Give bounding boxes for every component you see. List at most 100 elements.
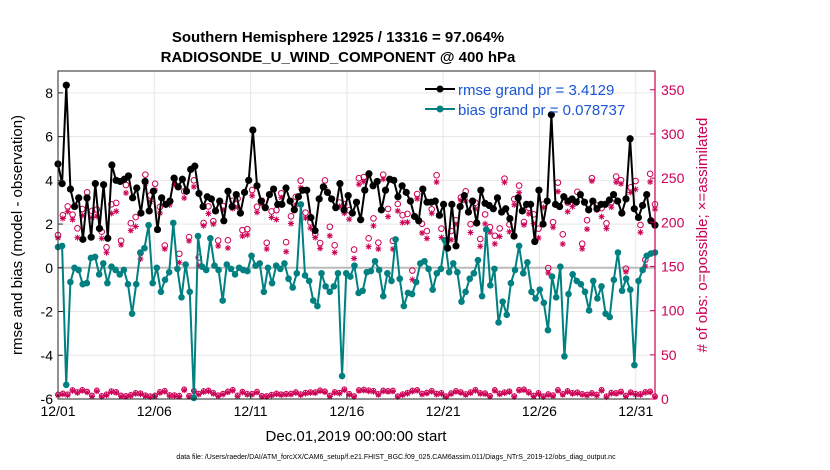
obs-assimilated-marker: [525, 210, 532, 217]
rmse-point: [100, 181, 108, 189]
bias-point: [347, 273, 354, 280]
bias-point: [244, 267, 251, 275]
rmse-point: [278, 200, 286, 208]
bias-point: [268, 279, 276, 287]
rmse-point: [307, 213, 315, 222]
bias-point: [326, 288, 334, 296]
bias-point: [557, 263, 564, 271]
rmse-point: [435, 211, 444, 219]
obs-assimilated-marker: [520, 387, 527, 394]
rmse-point: [489, 205, 497, 213]
obs-assimilated-marker: [351, 255, 358, 262]
obs-assimilated-marker: [234, 393, 241, 400]
obs-assimilated-marker: [161, 245, 168, 252]
rmse-point: [158, 194, 166, 202]
bias-point: [145, 221, 152, 229]
bias-point: [124, 280, 132, 288]
bias-point: [260, 288, 268, 296]
bias-point: [511, 266, 519, 274]
obs-possible-marker: [370, 215, 377, 222]
obs-assimilated-marker: [113, 389, 120, 396]
bias-point: [614, 249, 622, 256]
rmse-point: [62, 81, 70, 89]
rmse-point: [323, 188, 332, 196]
obs-assimilated-marker: [287, 391, 294, 398]
bias-point: [412, 278, 420, 286]
legend-rmse-label: rmse grand pr = 3.4129: [458, 82, 614, 99]
obs-assimilated-marker: [399, 219, 406, 226]
bias-point: [190, 394, 198, 402]
rmse-point: [332, 204, 340, 212]
obs-assimilated-marker: [404, 219, 411, 226]
bias-point: [507, 279, 515, 287]
y2-tick-label: 300: [661, 126, 685, 142]
bias-point: [174, 265, 181, 273]
obs-possible-marker: [263, 239, 271, 247]
bias-point: [330, 283, 338, 290]
bias-point: [445, 268, 453, 276]
obs-assimilated-marker: [423, 235, 430, 242]
obs-assimilated-marker: [239, 233, 246, 240]
legend: rmse grand pr = 3.4129 bias grand pr = 0…: [425, 82, 625, 119]
bias-point: [606, 313, 614, 321]
obs-assimilated-marker: [292, 389, 299, 396]
x-tick-label: 12/06: [137, 403, 172, 419]
rmse-point: [170, 174, 178, 182]
rmse-point: [352, 198, 361, 206]
rmse-point: [224, 187, 232, 195]
obs-assimilated-marker: [588, 178, 595, 185]
obs-possible-marker: [151, 180, 159, 188]
bias-point: [400, 302, 408, 310]
obs-assimilated-marker: [559, 240, 566, 247]
y2-tick-label: 350: [661, 82, 685, 98]
bias-point: [91, 253, 99, 261]
obs-assimilated-marker: [419, 229, 426, 236]
rmse-point: [547, 111, 555, 119]
bias-point: [367, 267, 375, 275]
rmse-point: [609, 190, 618, 199]
obs-assimilated-marker: [598, 213, 605, 220]
obs-assimilated-marker: [224, 389, 231, 396]
obs-assimilated-marker: [200, 388, 207, 395]
bias-point: [112, 266, 119, 274]
obs-assimilated-marker: [588, 390, 595, 397]
bias-point: [277, 265, 284, 273]
obs-assimilated-marker: [511, 201, 518, 208]
y-axis-left: -6 -4 -2 0 2 4 6 8: [41, 85, 63, 407]
obs-assimilated-marker: [161, 388, 168, 395]
rmse-point: [477, 186, 485, 194]
bias-point: [421, 257, 428, 265]
bias-point: [462, 288, 469, 296]
bias-point: [120, 266, 128, 274]
obs-assimilated-marker: [550, 393, 557, 400]
rmse-point: [149, 187, 157, 195]
y-tick-label: -2: [41, 304, 54, 320]
bias-point: [248, 252, 255, 260]
obs-assimilated-marker: [273, 391, 280, 398]
bias-point: [540, 299, 548, 307]
obs-assimilated-marker: [603, 225, 610, 232]
bias-point: [474, 256, 482, 264]
obs-assimilated-marker: [190, 183, 197, 190]
bias-point: [598, 283, 605, 290]
obs-assimilated-marker: [448, 236, 455, 243]
rmse-point: [199, 202, 207, 211]
rmse-point: [373, 177, 381, 186]
bias-point: [589, 277, 597, 285]
obs-assimilated-marker: [59, 215, 66, 222]
bias-point: [552, 294, 560, 301]
obs-assimilated-marker: [326, 393, 333, 400]
rmse-point: [618, 209, 626, 217]
obs-assimilated-marker: [273, 216, 280, 223]
obs-assimilated-marker: [637, 229, 644, 236]
rmse-point: [622, 195, 630, 203]
obs-assimilated-marker: [195, 391, 202, 398]
bias-point: [425, 265, 432, 273]
obs-assimilated-marker: [491, 240, 498, 247]
obs-assimilated-marker: [103, 392, 110, 399]
bias-point: [149, 279, 156, 287]
bias-point: [75, 266, 82, 274]
rmse-point: [178, 175, 186, 183]
rmse-point: [381, 186, 390, 194]
